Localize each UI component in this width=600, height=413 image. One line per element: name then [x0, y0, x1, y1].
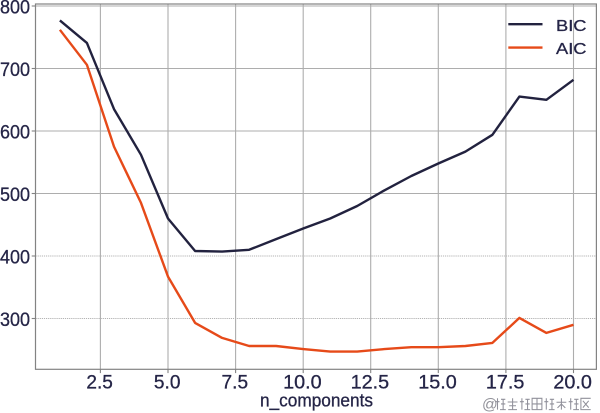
svg-text:AIC: AIC: [556, 41, 587, 58]
svg-text:700: 700: [0, 59, 30, 81]
svg-text:500: 500: [0, 184, 30, 206]
svg-text:15.0: 15.0: [418, 373, 457, 394]
svg-text:@: @: [482, 397, 498, 413]
svg-text:20.0: 20.0: [553, 373, 592, 394]
svg-text:2.5: 2.5: [86, 373, 113, 394]
svg-text:5.0: 5.0: [154, 373, 181, 394]
svg-text:800: 800: [0, 0, 30, 18]
svg-text:600: 600: [0, 121, 30, 143]
svg-text:12.5: 12.5: [351, 373, 390, 394]
svg-text:7.5: 7.5: [222, 373, 249, 394]
svg-text:400: 400: [0, 246, 30, 268]
svg-text:n_components: n_components: [260, 391, 373, 412]
svg-text:10.0: 10.0: [283, 373, 322, 394]
svg-text:BIC: BIC: [556, 18, 587, 35]
svg-text:300: 300: [0, 309, 30, 331]
svg-text:17.5: 17.5: [486, 373, 525, 394]
